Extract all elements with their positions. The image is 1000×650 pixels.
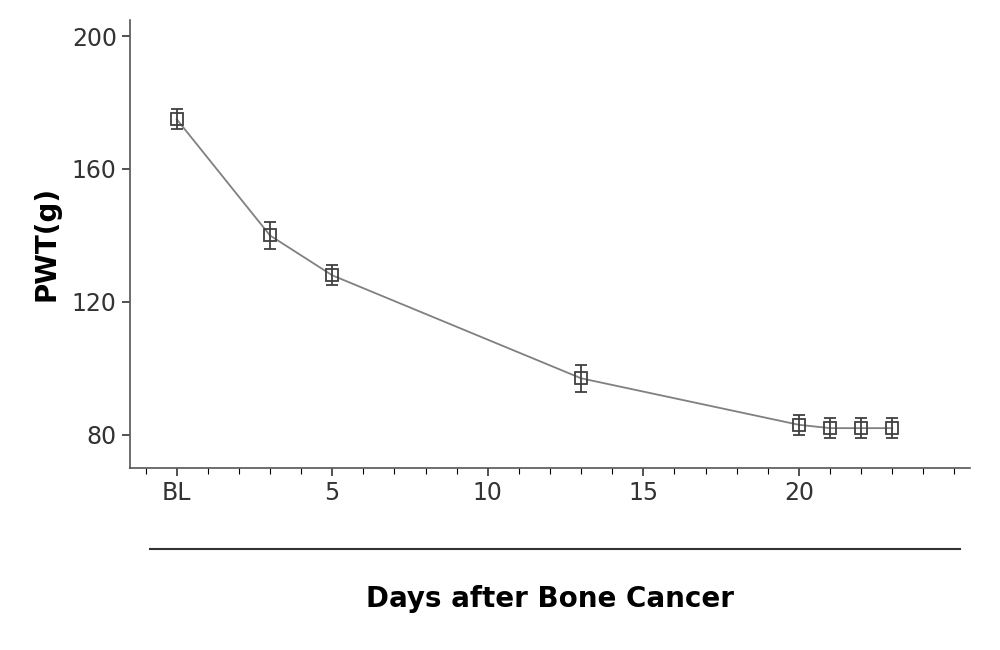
Y-axis label: PWT(g): PWT(g) xyxy=(33,186,61,302)
Text: Days after Bone Cancer: Days after Bone Cancer xyxy=(366,585,734,613)
